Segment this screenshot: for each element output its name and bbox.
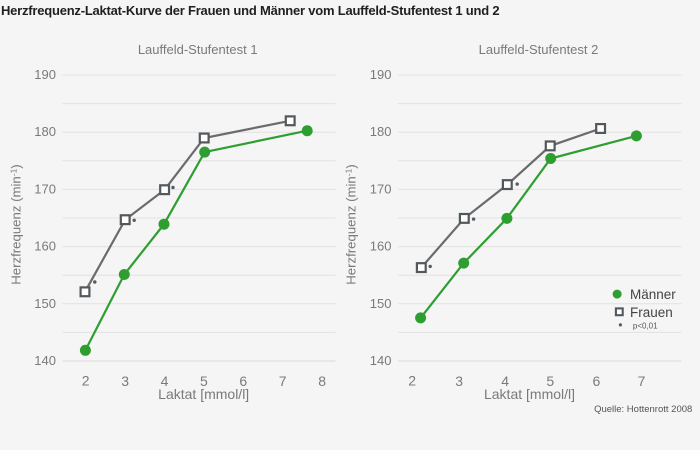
- svg-text:150: 150: [370, 296, 392, 311]
- svg-text:Herzfrequenz (min-1): Herzfrequenz (min-1): [344, 164, 359, 284]
- svg-text:6: 6: [593, 373, 601, 389]
- svg-text:160: 160: [370, 239, 392, 254]
- svg-text:190: 190: [34, 67, 56, 82]
- svg-text:160: 160: [34, 239, 56, 254]
- svg-text:Lauffeld-Stufentest 2: Lauffeld-Stufentest 2: [479, 42, 599, 57]
- svg-text:Quelle: Hottenrott 2008: Quelle: Hottenrott 2008: [594, 404, 692, 415]
- svg-text:Herzfrequenz (min-1): Herzfrequenz (min-1): [9, 164, 24, 284]
- svg-text:180: 180: [370, 124, 392, 139]
- svg-text:7: 7: [638, 373, 646, 389]
- svg-text:Frauen: Frauen: [630, 305, 673, 320]
- svg-text:Lauffeld-Stufentest 1: Lauffeld-Stufentest 1: [138, 42, 258, 57]
- svg-text:8: 8: [318, 373, 326, 389]
- svg-text:140: 140: [370, 353, 392, 368]
- svg-text:5: 5: [546, 373, 554, 389]
- svg-text:7: 7: [279, 373, 287, 389]
- svg-text:170: 170: [34, 181, 56, 196]
- svg-text:Laktat [mmol/l]: Laktat [mmol/l]: [158, 386, 249, 402]
- svg-text:140: 140: [34, 353, 56, 368]
- svg-text:170: 170: [370, 181, 392, 196]
- svg-text:190: 190: [370, 67, 392, 82]
- svg-text:2: 2: [408, 373, 416, 389]
- svg-text:2: 2: [82, 373, 90, 389]
- svg-text:4: 4: [161, 373, 169, 389]
- svg-text:Männer: Männer: [630, 287, 676, 302]
- svg-text:150: 150: [34, 296, 56, 311]
- svg-text:5: 5: [200, 373, 208, 389]
- svg-text:3: 3: [121, 373, 129, 389]
- svg-text:Laktat [mmol/l]: Laktat [mmol/l]: [484, 386, 575, 402]
- svg-text:6: 6: [239, 373, 247, 389]
- svg-text:Herzfrequenz-Laktat-Kurve der: Herzfrequenz-Laktat-Kurve der Frauen und…: [1, 3, 499, 18]
- svg-text:180: 180: [34, 124, 56, 139]
- svg-text:4: 4: [501, 373, 509, 389]
- svg-text:p<0,01: p<0,01: [633, 322, 658, 331]
- svg-text:3: 3: [455, 373, 463, 389]
